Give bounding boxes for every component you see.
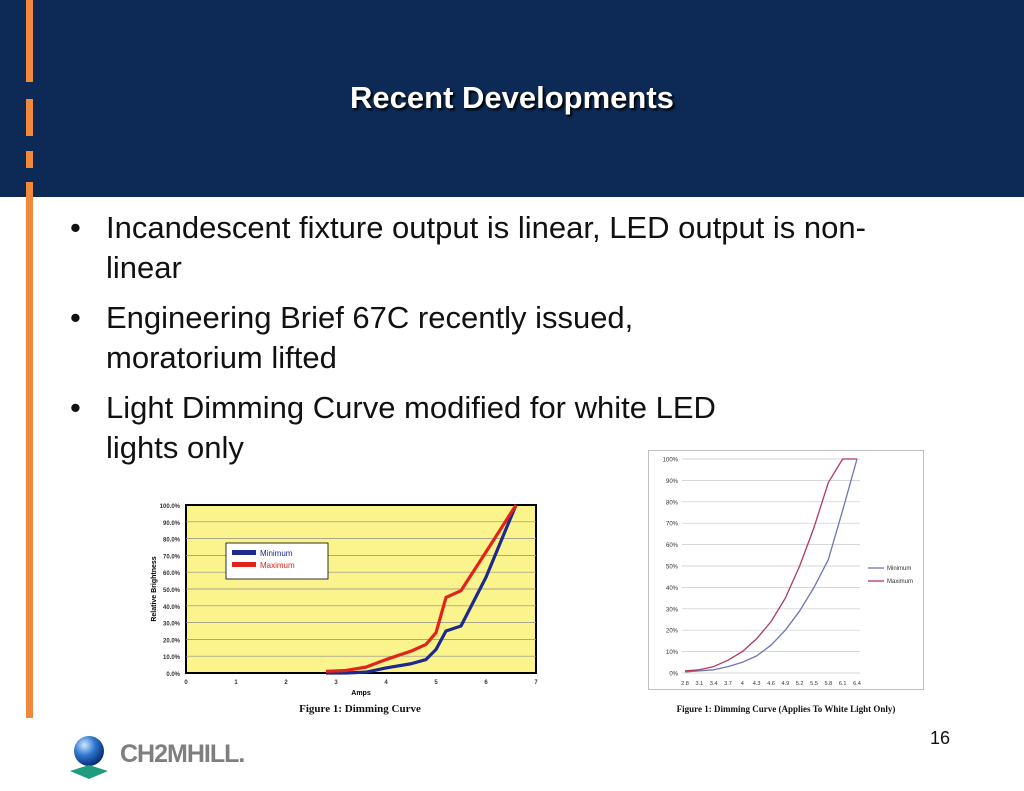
x-tick-label: 4.9 (781, 681, 789, 687)
series-line-minimum (684, 458, 858, 673)
x-tick-label: 3.7 (724, 681, 732, 687)
bullet-text: Light Dimming Curve modified for white L… (106, 390, 716, 465)
legend-label: Minimum (260, 549, 293, 558)
y-tick-label: 90.0% (163, 521, 181, 527)
y-tick-label: 100.0% (160, 504, 181, 510)
series-line-maximum (325, 504, 518, 673)
legend-label: Maximum (887, 579, 913, 585)
y-tick-label: 90% (666, 479, 679, 485)
x-tick-label: 7 (534, 680, 538, 686)
y-tick-label: 60.0% (163, 571, 181, 577)
x-axis-label: Amps (351, 690, 371, 697)
legend-box (225, 542, 329, 580)
bullet-item: • Engineering Brief 67C recently issued, … (70, 298, 746, 378)
y-tick-label: 50% (666, 565, 679, 571)
accent-bar-segment (26, 182, 33, 718)
y-tick-label: 80% (666, 500, 679, 506)
chart-caption: Figure 1: Dimming Curve (Applies To Whit… (676, 704, 896, 714)
accent-bar-segment (26, 151, 33, 168)
dimming-curve-chart-white: 0% 10% 20% 30% 40% 50% 60% 70% 80% 90% 100% 2.8 3.1 3… (648, 450, 924, 690)
slide-title: Recent Developments (350, 80, 674, 115)
y-tick-label: 30.0% (163, 622, 181, 628)
x-tick-label: 4 (384, 680, 388, 686)
chart-frame (648, 450, 924, 690)
y-tick-label: 50.0% (163, 588, 181, 594)
title-banner (0, 0, 1024, 197)
legend-label: Minimum (887, 566, 911, 572)
bullet-text: Incandescent fixture output is linear, L… (106, 210, 866, 285)
accent-bar-segment (26, 99, 33, 136)
x-tick-label: 3 (334, 680, 338, 686)
y-tick-label: 100% (663, 458, 679, 464)
x-tick-label: 5.8 (824, 681, 832, 687)
x-tick-label: 5.2 (796, 681, 804, 687)
legend-swatch (232, 562, 256, 567)
bullet-symbol: • (70, 300, 81, 335)
x-tick-label: 6 (484, 680, 488, 686)
y-tick-label: 20% (666, 629, 679, 635)
x-tick-label: 3.1 (695, 681, 703, 687)
bullet-symbol: • (70, 210, 81, 245)
y-tick-label: 10% (666, 650, 679, 656)
bullet-item: • Incandescent fixture output is linear, … (70, 208, 926, 288)
y-tick-label: 70% (666, 522, 679, 528)
x-tick-label: 6.1 (839, 681, 847, 687)
y-tick-label: 20.0% (163, 638, 181, 644)
y-tick-label: 10.0% (163, 655, 181, 661)
y-tick-label: 80.0% (163, 538, 181, 544)
y-tick-label: 0% (669, 672, 678, 678)
globe-logo-icon (70, 736, 108, 779)
x-tick-label: 6.4 (853, 681, 861, 687)
accent-bar-segment (26, 0, 33, 82)
x-tick-label: 2 (284, 680, 288, 686)
bullet-symbol: • (70, 390, 81, 425)
y-axis-label: Relative Brightness (151, 556, 158, 621)
series-line-minimum (326, 504, 518, 675)
x-tick-label: 2.8 (681, 681, 689, 687)
y-tick-label: 70.0% (163, 554, 181, 560)
x-tick-label: 0 (184, 680, 188, 686)
y-tick-label: 40% (666, 586, 679, 592)
x-tick-label: 5 (434, 680, 438, 686)
page-number: 16 (930, 728, 951, 748)
x-tick-label: 4.3 (753, 681, 761, 687)
x-tick-label: 3.4 (710, 681, 718, 687)
dimming-curve-chart-yellow: 0.0% 10.0% 20.0% 30.0% 40.0% 50.0% 60.0% 70.0% 8… (151, 504, 538, 697)
series-line-maximum (684, 458, 857, 672)
y-tick-label: 0.0% (166, 672, 180, 678)
bullet-list: • Incandescent fixture output is linear, … (70, 208, 940, 478)
chart-caption: Figure 1: Dimming Curve (299, 703, 421, 715)
bullet-text: Engineering Brief 67C recently issued, m… (106, 300, 634, 375)
y-tick-label: 40.0% (163, 605, 181, 611)
company-logo-text: CH2MHILL. (120, 740, 245, 768)
bullet-item: • Light Dimming Curve modified for white … (70, 388, 746, 468)
y-tick-label: 30% (666, 607, 679, 613)
x-tick-label: 4 (741, 681, 744, 687)
legend-label: Maximum (260, 561, 295, 570)
legend-swatch (232, 550, 256, 555)
x-tick-label: 5.5 (810, 681, 818, 687)
y-tick-label: 60% (666, 543, 679, 549)
x-tick-label: 1 (234, 680, 238, 686)
x-tick-label: 4.6 (767, 681, 775, 687)
